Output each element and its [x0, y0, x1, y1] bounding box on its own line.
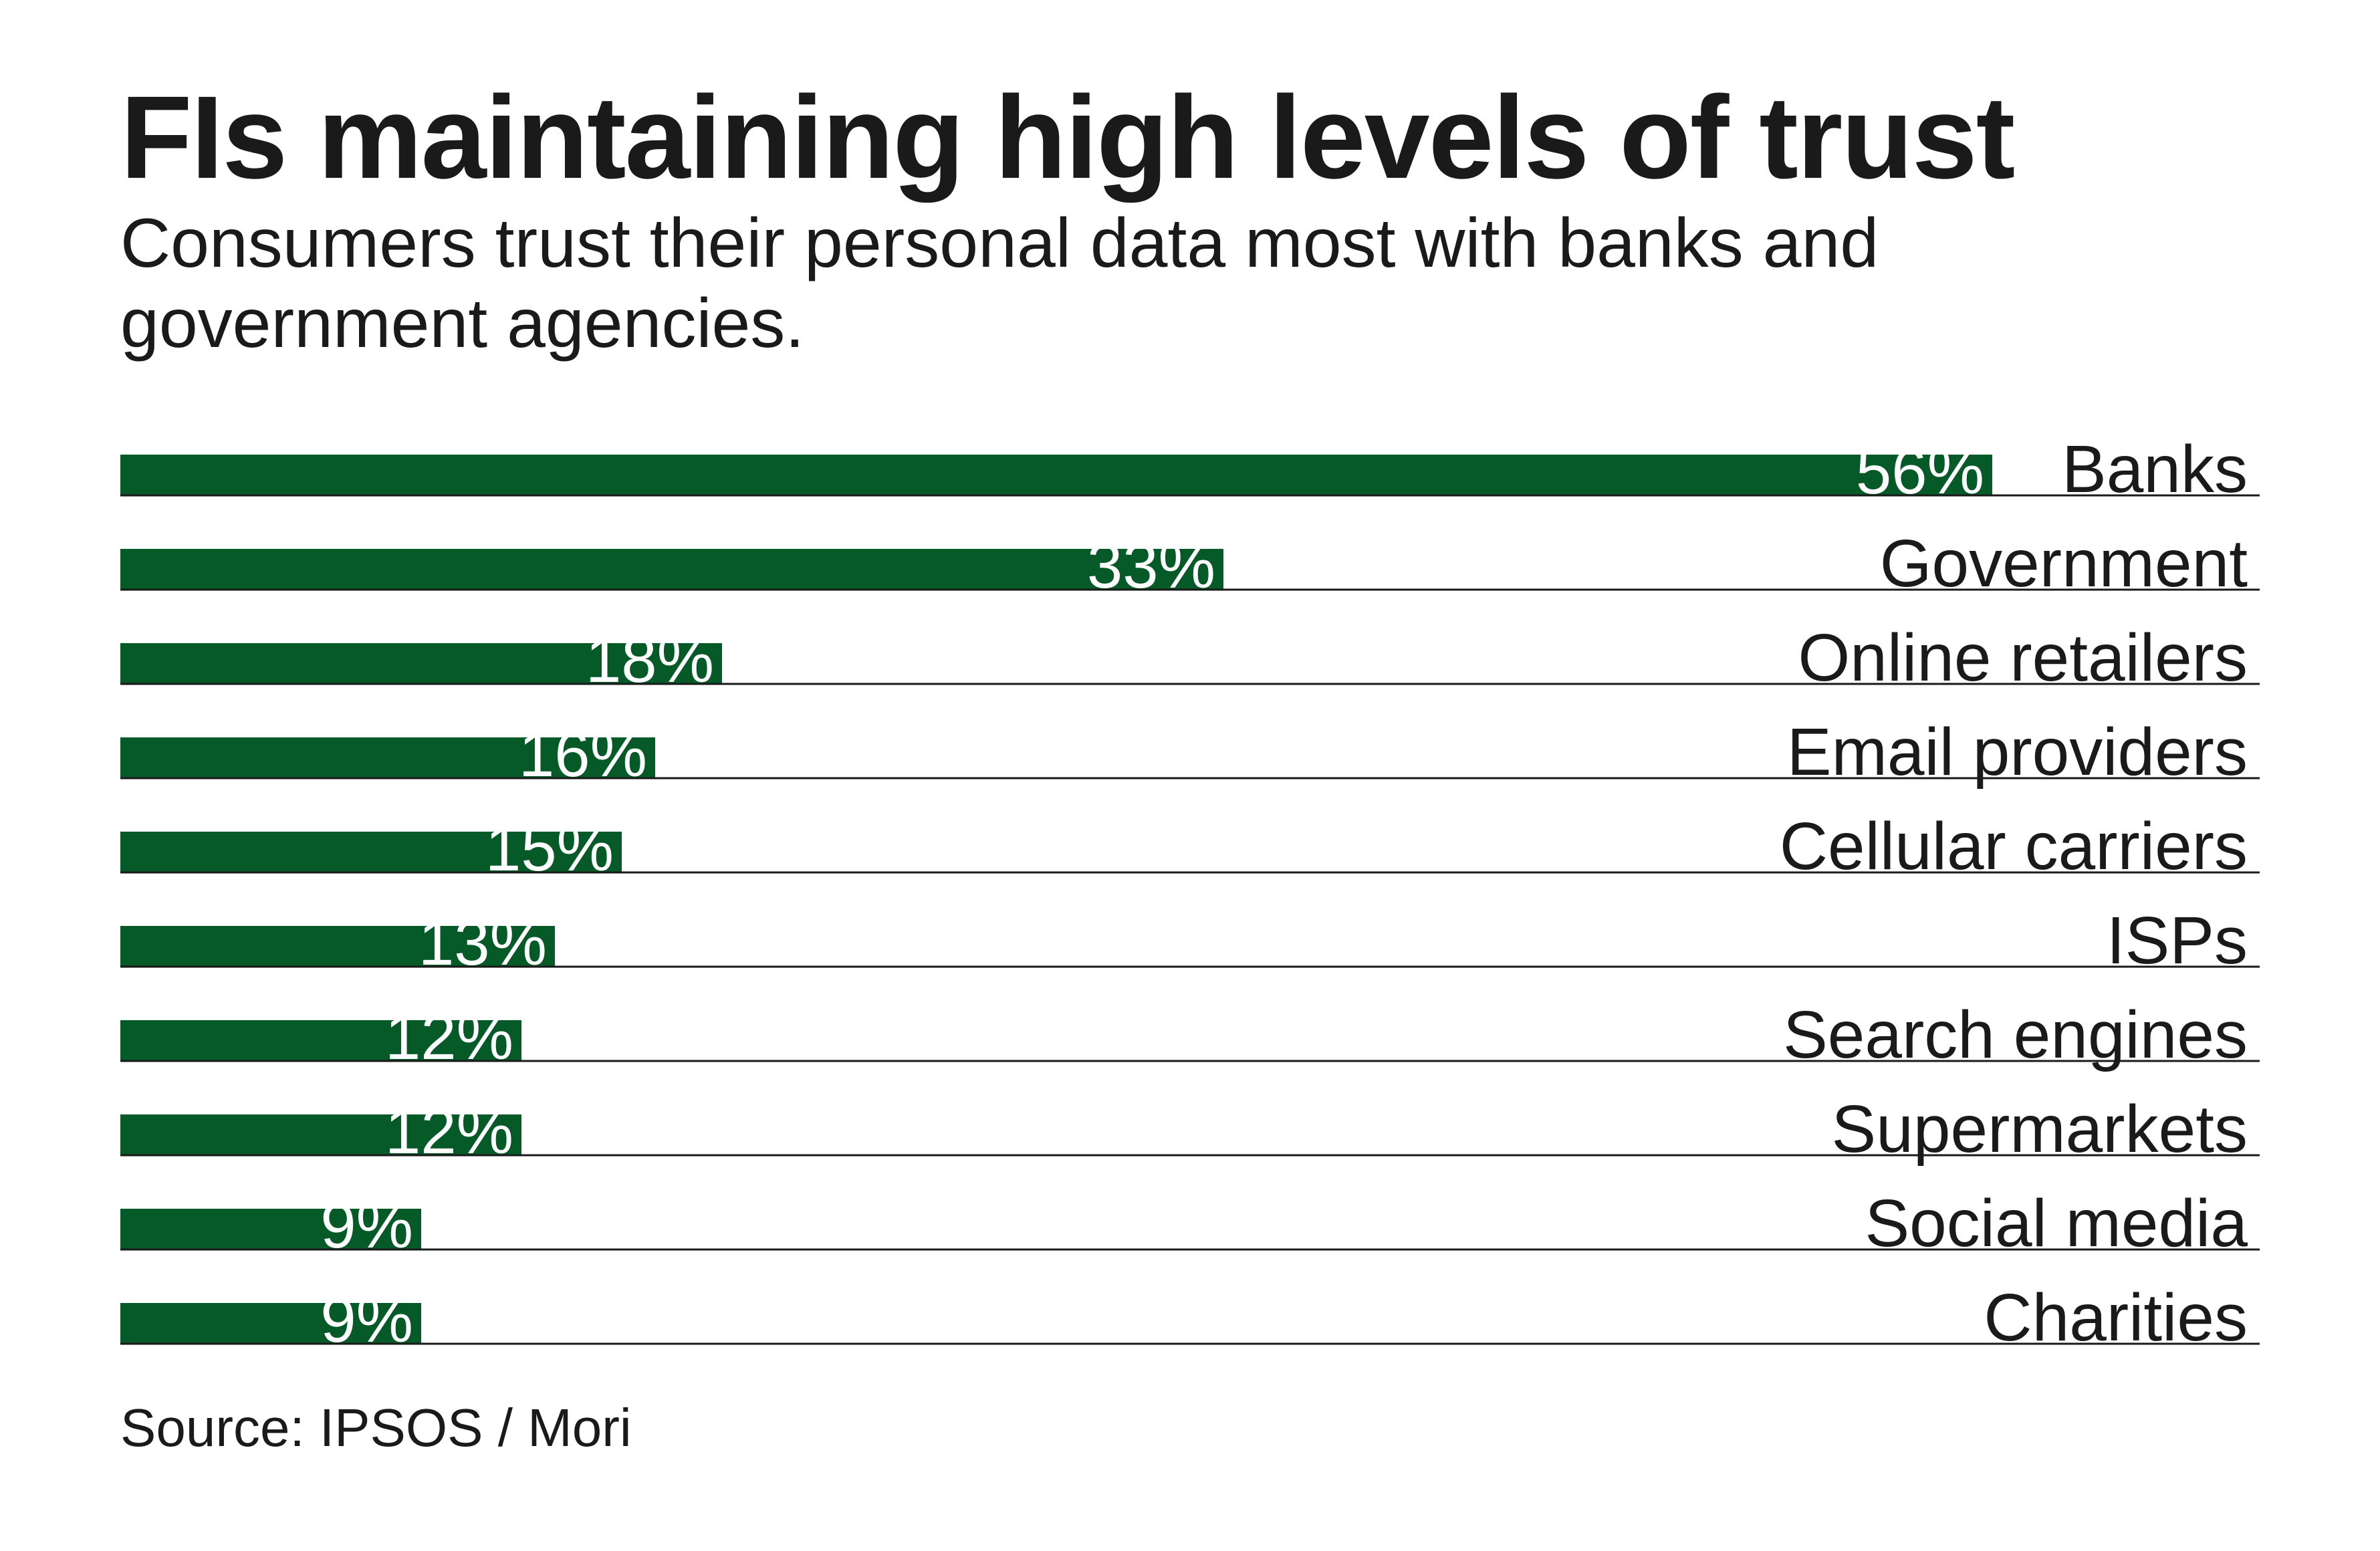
bar	[120, 455, 1992, 495]
value-label: 9%	[320, 1190, 413, 1262]
bar	[120, 1303, 421, 1343]
category-label: Online retailers	[1798, 620, 2248, 695]
category-label: Banks	[2062, 432, 2248, 507]
category-label: Charities	[1984, 1280, 2248, 1355]
category-label: Supermarkets	[1832, 1092, 2248, 1167]
category-label: Search engines	[1783, 997, 2248, 1072]
value-label: 12%	[385, 1096, 513, 1167]
chart-subtitle: Consumers trust their personal data most…	[120, 205, 1879, 362]
bar-row-supermarkets: 12% Supermarkets	[120, 1092, 2260, 1167]
bar	[120, 737, 655, 778]
bar-row-online-retailers: 18% Online retailers	[120, 620, 2260, 696]
category-label: Government	[1880, 526, 2248, 601]
category-label: Cellular carriers	[1780, 809, 2248, 884]
bar-row-social-media: 9% Social media	[120, 1186, 2260, 1262]
value-label: 15%	[485, 813, 614, 884]
value-label: 56%	[1856, 436, 1984, 507]
value-label: 16%	[519, 719, 647, 790]
value-label: 13%	[419, 907, 547, 979]
bar	[120, 549, 1223, 589]
bar-row-search-engines: 12% Search engines	[120, 997, 2260, 1073]
bar	[120, 832, 622, 872]
bar-row-charities: 9% Charities	[120, 1280, 2260, 1356]
bar-row-government: 33% Government	[120, 526, 2260, 602]
category-label: Email providers	[1787, 715, 2248, 790]
bar	[120, 1020, 521, 1060]
bar-row-cellular-carriers: 15% Cellular carriers	[120, 809, 2260, 884]
category-label: ISPs	[2107, 903, 2248, 978]
bar	[120, 643, 722, 683]
bar-row-email-providers: 16% Email providers	[120, 715, 2260, 790]
value-label: 18%	[586, 624, 714, 696]
bar-row-banks: 56% Banks	[120, 432, 2260, 507]
category-label: Social media	[1865, 1186, 2248, 1261]
value-label: 12%	[385, 1001, 513, 1073]
value-label: 9%	[320, 1284, 413, 1356]
value-label: 33%	[1087, 530, 1215, 602]
bar	[120, 1209, 421, 1249]
bar	[120, 1114, 521, 1155]
bar	[120, 926, 555, 966]
bar-row-isps: 13% ISPs	[120, 903, 2260, 979]
chart-title: FIs maintaining high levels of trust	[120, 72, 2015, 203]
source-note: Source: IPSOS / Mori	[120, 1398, 632, 1457]
